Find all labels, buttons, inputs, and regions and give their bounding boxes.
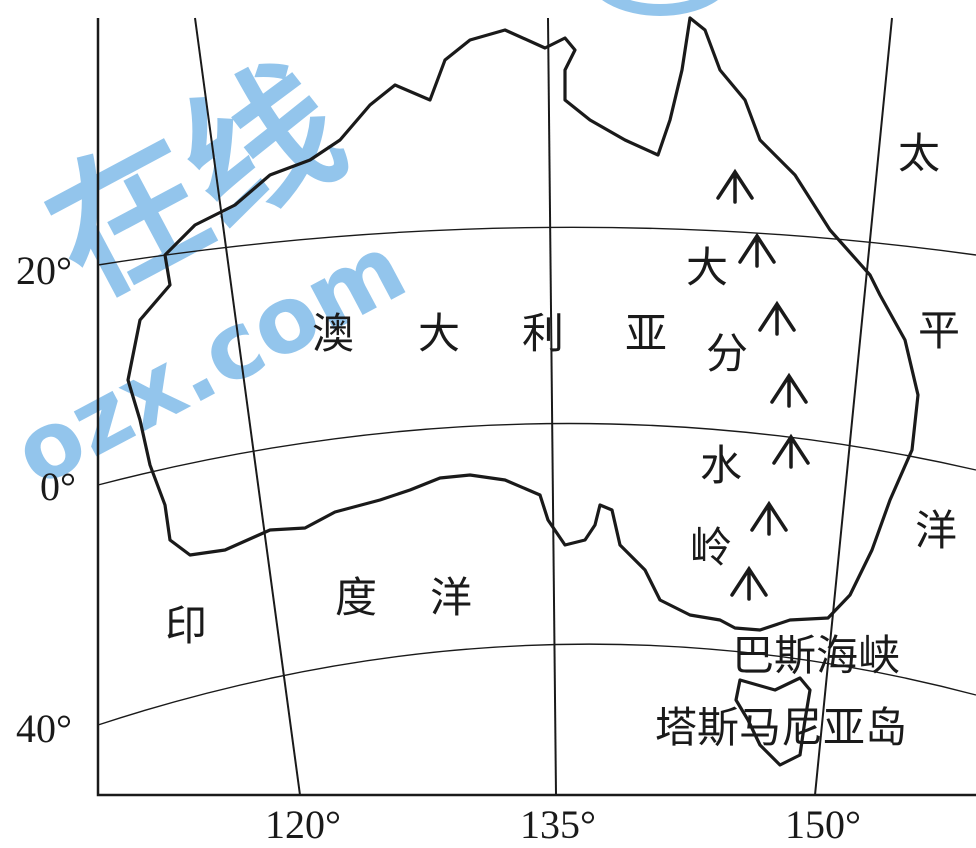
parallel-20	[97, 226, 976, 266]
meridian-120	[194, 17, 301, 796]
continent-label-char: 大	[418, 309, 460, 358]
tasmania-island	[734, 676, 812, 767]
lon-label-120: 120°	[265, 802, 341, 847]
mountain-icon	[770, 372, 808, 408]
range-label-char: 分	[706, 329, 748, 378]
australia-coastline	[126, 16, 920, 632]
watermark-arc	[602, 0, 718, 16]
parallel-0	[97, 422, 976, 486]
mountain-icon	[730, 565, 768, 601]
strait-label: 巴斯海峡	[732, 631, 900, 680]
meridian-135	[547, 17, 557, 796]
range-label-char: 岭	[690, 523, 732, 572]
continent-label-char: 利	[522, 309, 564, 358]
ocean-west-char: 度	[335, 573, 377, 622]
mountain-icon	[738, 232, 776, 268]
ocean-west-char: 洋	[430, 573, 472, 622]
lat-label-40: 40°	[16, 706, 72, 751]
mountain-icon	[758, 300, 796, 336]
mountain-symbols	[716, 168, 810, 601]
ocean-west-char: 印	[165, 601, 207, 650]
lon-label-135: 135°	[520, 802, 596, 847]
range-label-char: 大	[686, 243, 728, 292]
lat-label-0: 0°	[40, 464, 76, 509]
lat-label-20: 20°	[16, 248, 72, 293]
parallel-40	[97, 643, 976, 726]
meridian-150	[814, 17, 893, 796]
mountain-icon	[772, 433, 810, 469]
ocean-east-char: 太	[898, 129, 940, 178]
mountain-icon	[750, 500, 788, 536]
map-frame	[96, 18, 976, 797]
ocean-east-char: 平	[918, 306, 960, 355]
continent-label-char: 亚	[625, 309, 667, 358]
range-label-char: 水	[700, 441, 742, 490]
lon-label-150: 150°	[785, 802, 861, 847]
mountain-icon	[716, 168, 754, 204]
island-label: 塔斯马尼亚岛	[655, 703, 907, 752]
watermark: 在线 ozx.com	[0, 0, 718, 508]
ocean-east-char: 洋	[915, 506, 957, 555]
continent-label-char: 澳	[312, 309, 354, 358]
